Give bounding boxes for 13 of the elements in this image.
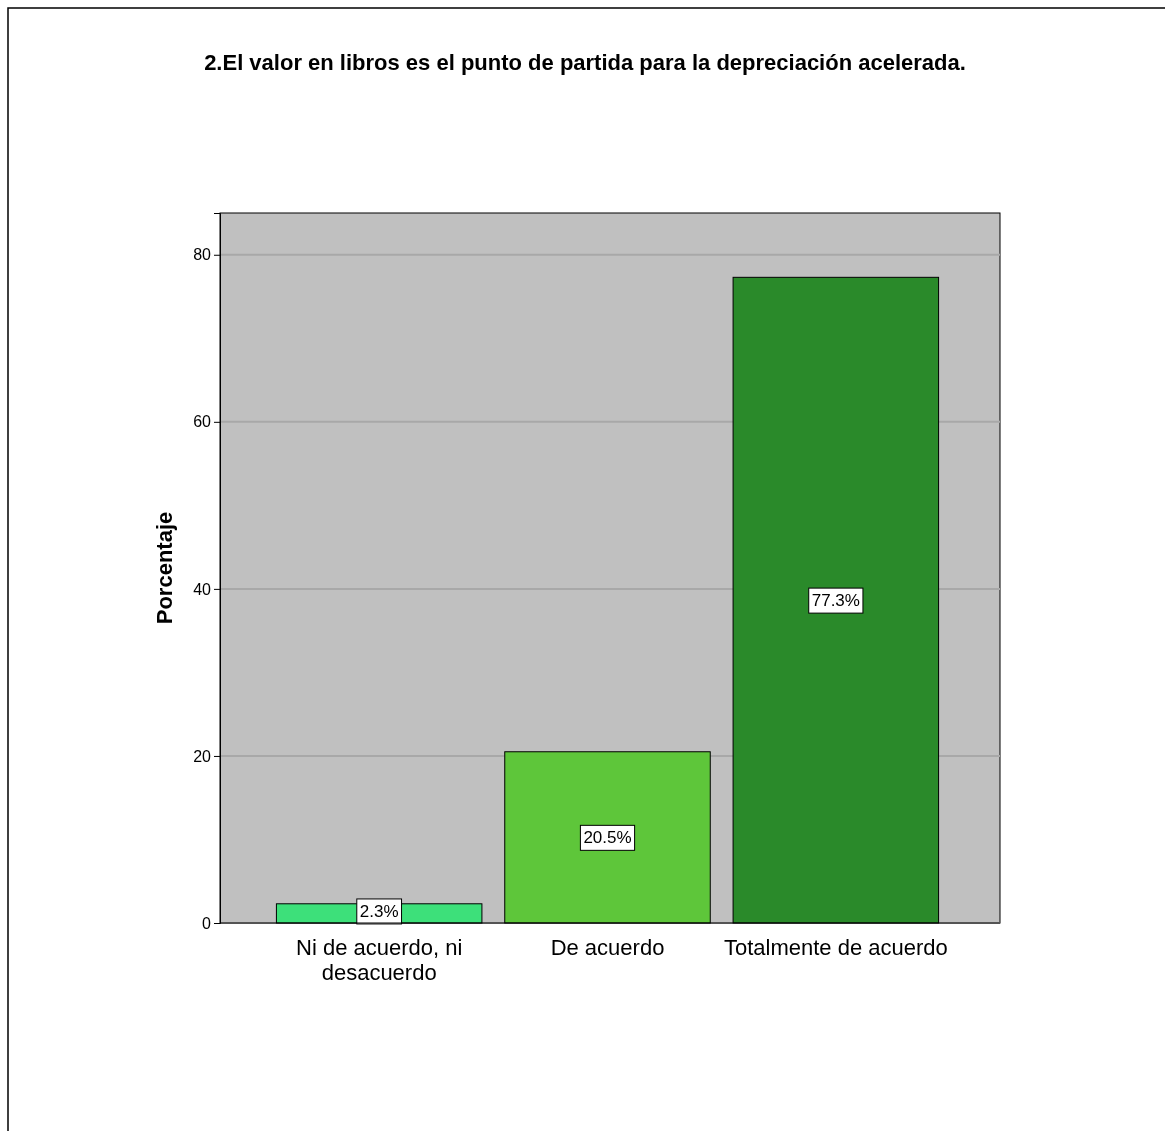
y-tick-label: 0 — [202, 914, 212, 932]
x-tick-label: Totalmente de acuerdo — [723, 934, 948, 960]
y-axis-title: Porcentaje — [152, 511, 177, 625]
x-tick-label: De acuerdo — [550, 934, 665, 960]
x-tick-label: Ni de acuerdo, ni desacuerdo — [296, 934, 463, 985]
chart-title: 2.El valor en libros es el punto de partida para la depreciación acelerada. — [204, 50, 966, 75]
y-tick-label: 80 — [193, 246, 212, 264]
y-tick-label: 60 — [193, 413, 212, 431]
data-label: 2.3% — [359, 901, 399, 921]
y-tick-label: 40 — [193, 580, 212, 598]
data-label: 77.3% — [811, 591, 860, 611]
data-label: 20.5% — [583, 828, 632, 848]
y-tick-label: 20 — [193, 747, 212, 765]
